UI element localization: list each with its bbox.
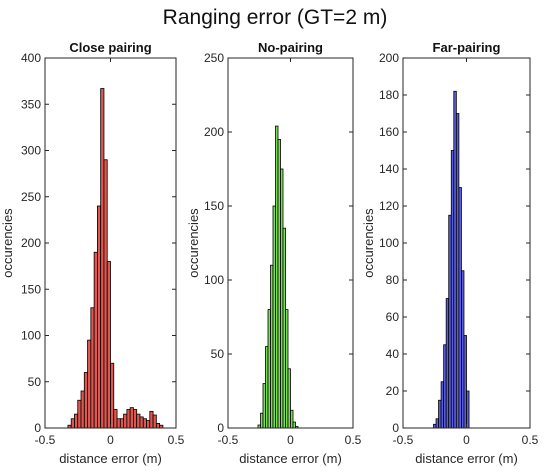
y-tick-label: 120 [379,199,399,213]
y-axis-label: occurencies [0,208,15,278]
x-axis-label: distance error (m) [239,451,342,466]
histogram-bar [139,416,144,429]
histogram-bar [136,413,141,429]
histogram-bar [126,409,131,429]
x-tick-label: -0.5 [218,433,239,447]
y-tick-label: 300 [21,144,41,158]
y-tick-label: 60 [386,310,400,324]
histogram-bar [83,372,88,429]
y-tick-label: 350 [21,97,41,111]
y-tick-label: 400 [21,51,41,65]
histogram-bar [149,410,154,429]
histogram-bar [90,307,95,429]
histogram-bar [133,409,138,429]
y-axis-label: occurencies [186,208,201,278]
histogram-bar [106,261,111,429]
histogram-bar [129,407,134,429]
histogram-bar [116,418,121,429]
histogram-bar [77,399,82,429]
x-axis-label: distance error (m) [415,451,518,466]
histogram-bar [466,390,470,429]
y-tick-label: 180 [379,88,399,102]
histogram-bar [123,413,128,429]
y-tick-label: 250 [21,190,41,204]
y-tick-label: 20 [386,384,400,398]
y-tick-label: 160 [379,125,399,139]
histogram-bar [93,251,98,429]
y-tick-label: 200 [379,51,399,65]
histogram-bar [100,88,105,429]
x-tick-label: -0.5 [35,433,56,447]
x-tick-label: 0.5 [522,433,539,447]
x-tick-label: 0 [107,433,114,447]
y-tick-label: 0 [34,421,41,435]
y-tick-label: 250 [204,51,224,65]
x-axis-label: distance error (m) [59,451,162,466]
histogram-bar [110,362,115,429]
histogram-bar [152,414,157,429]
x-tick-label: 0 [287,433,294,447]
histogram-bar [80,390,85,429]
histogram-bar [74,413,79,429]
histogram-bar [113,409,118,429]
x-tick-label: -0.5 [393,433,414,447]
histogram-bar [103,159,108,429]
y-tick-label: 40 [386,347,400,361]
x-tick-label: 0 [463,433,470,447]
histogram-bar [97,205,102,429]
histogram-bar [146,420,151,429]
y-axis-label: occurencies [361,208,376,278]
y-tick-label: 100 [379,236,399,250]
histogram-bar [155,422,161,429]
y-tick-label: 150 [204,199,224,213]
histogram-bar [87,339,92,429]
y-tick-label: 200 [21,236,41,250]
y-tick-label: 0 [392,421,399,435]
x-tick-label: 0.5 [345,433,362,447]
y-tick-label: 140 [379,162,399,176]
panel-title: Far-pairing [433,40,501,55]
y-tick-label: 100 [21,329,41,343]
histogram-bar [142,418,147,429]
y-tick-label: 50 [211,347,225,361]
y-tick-label: 200 [204,125,224,139]
y-tick-label: 80 [386,273,400,287]
histogram-bar [119,418,124,429]
histogram-bar [70,418,75,429]
y-tick-label: 100 [204,273,224,287]
y-tick-label: 50 [28,375,42,389]
panel-title: No-pairing [258,40,323,55]
y-tick-label: 150 [21,282,41,296]
y-tick-label: 0 [217,421,224,435]
x-tick-label: 0.5 [168,433,185,447]
panel-title: Close pairing [69,40,151,55]
figure-title: Ranging error (GT=2 m) [162,6,388,29]
